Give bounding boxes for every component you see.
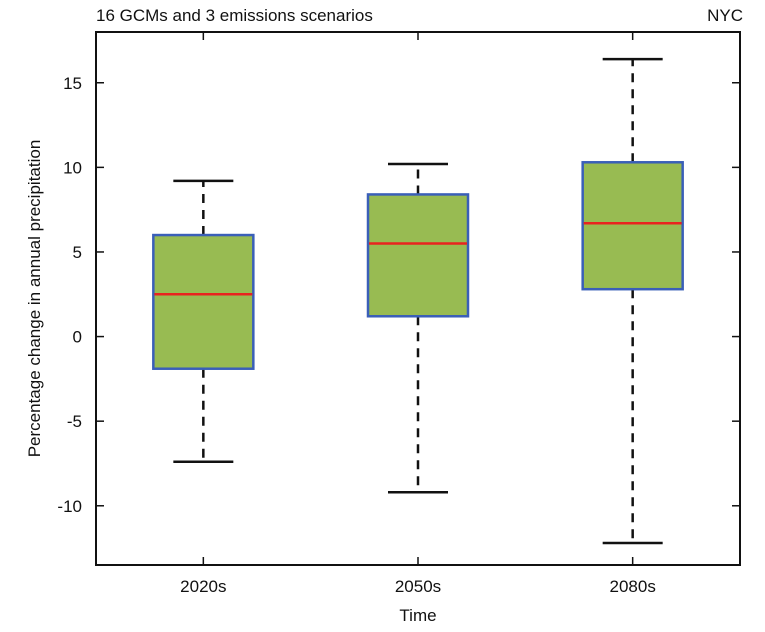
box-group-2080s	[581, 57, 684, 545]
y-tick-label: -10	[57, 497, 82, 516]
x-tick-label: 2020s	[180, 577, 226, 596]
x-axis-label: Time	[399, 606, 436, 625]
y-tick-label: 10	[63, 158, 82, 177]
y-axis-label: Percentage change in annual precipitatio…	[25, 140, 44, 458]
y-tick-label: 15	[63, 74, 82, 93]
boxes-layer	[152, 57, 684, 545]
x-tick-label: 2080s	[610, 577, 656, 596]
chart-title: 16 GCMs and 3 emissions scenarios	[96, 6, 373, 25]
iqr-box	[366, 193, 470, 318]
box-group-2050s	[366, 162, 470, 494]
chart-location-label: NYC	[707, 6, 743, 25]
y-tick-label: 5	[73, 243, 82, 262]
y-tick-label: -5	[67, 412, 82, 431]
x-tick-label: 2050s	[395, 577, 441, 596]
iqr-box	[152, 233, 255, 370]
box-group-2020s	[152, 179, 255, 464]
iqr-box	[581, 161, 684, 291]
ticks-layer: -10 -5 0 5 10 15 2020s 2050s 2080s	[57, 32, 740, 596]
y-tick-label: 0	[73, 328, 82, 347]
